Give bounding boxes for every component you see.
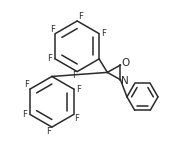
Text: F: F (72, 71, 77, 80)
Text: F: F (48, 54, 53, 63)
Text: F: F (74, 114, 79, 123)
Text: F: F (76, 85, 81, 94)
Text: F: F (22, 110, 27, 119)
Text: F: F (102, 29, 106, 38)
Text: O: O (121, 58, 129, 68)
Text: F: F (50, 25, 55, 34)
Text: F: F (78, 12, 82, 21)
Text: N: N (121, 76, 129, 86)
Text: F: F (25, 80, 30, 89)
Text: F: F (47, 127, 51, 136)
